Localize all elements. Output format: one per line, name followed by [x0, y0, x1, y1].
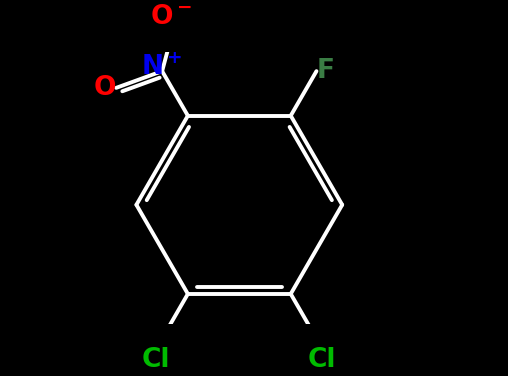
Text: $\mathregular{O^-}$: $\mathregular{O^-}$: [150, 4, 192, 30]
Text: Cl: Cl: [308, 347, 336, 373]
Text: F: F: [316, 58, 334, 84]
Text: $\mathregular{N^+}$: $\mathregular{N^+}$: [141, 55, 183, 82]
Text: O: O: [94, 75, 117, 101]
Text: Cl: Cl: [142, 347, 171, 373]
